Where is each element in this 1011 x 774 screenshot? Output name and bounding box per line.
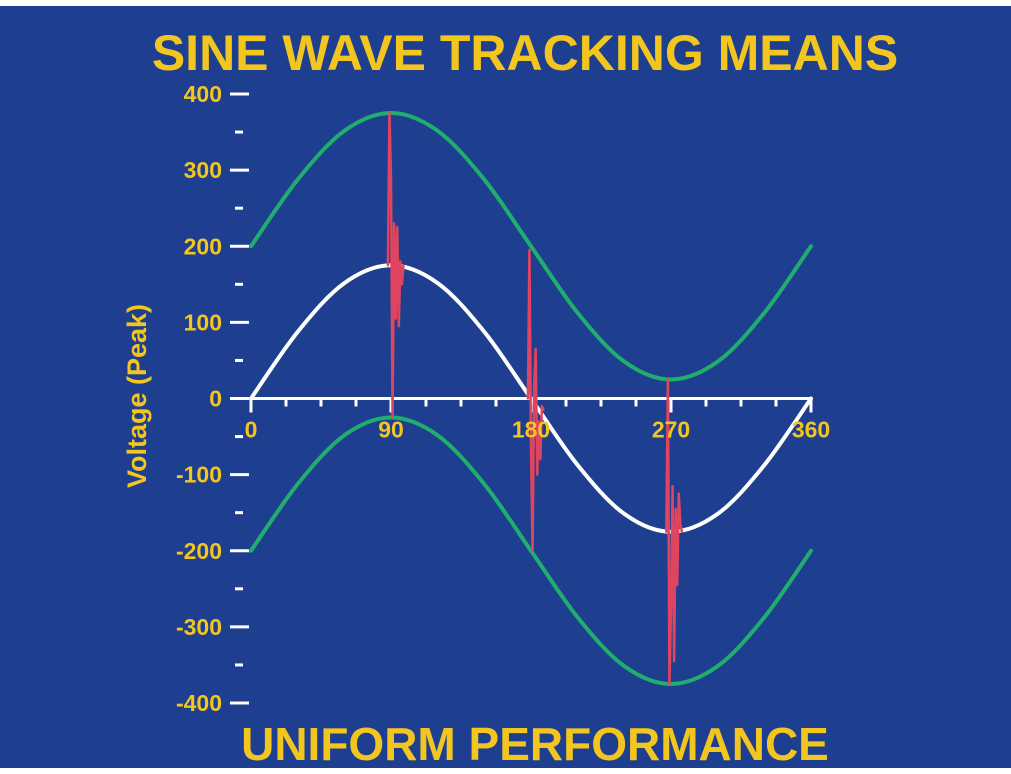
x-tick-label: 270: [652, 417, 690, 443]
y-tick-label: -100: [176, 462, 222, 488]
chart-subtitle: UNIFORM PERFORMANCE: [241, 718, 829, 768]
y-axis: 400 300 200 100 0 -100 -200 -300 -400: [176, 81, 249, 716]
y-tick-label: 100: [184, 309, 222, 335]
chart-title: SINE WAVE TRACKING MEANS: [152, 25, 898, 81]
y-tick-label: 200: [184, 233, 222, 259]
upper-envelope-line: [249, 111, 813, 382]
x-tick-label: 90: [378, 417, 404, 443]
y-tick-label: -400: [176, 690, 222, 716]
plot-series: [249, 111, 813, 686]
sine-tracking-chart: SINE WAVE TRACKING MEANS UNIFORM PERFORM…: [0, 6, 1011, 768]
transient-90-line: [386, 111, 405, 419]
y-tick-label: -300: [176, 614, 222, 640]
y-tick-label: 400: [184, 81, 222, 107]
x-tick-label: 180: [512, 417, 550, 443]
y-axis-label: Voltage (Peak): [122, 304, 152, 488]
lower-envelope-line: [249, 415, 813, 686]
y-tick-label: 0: [209, 386, 222, 412]
chart-background: [0, 6, 1011, 768]
transient-180-line: [526, 248, 545, 552]
chart-slide: SINE WAVE TRACKING MEANS UNIFORM PERFORM…: [0, 6, 1011, 768]
y-tick-label: -200: [176, 538, 222, 564]
x-tick-label: 0: [245, 417, 258, 443]
transient-270-line: [665, 378, 684, 686]
x-tick-label: 360: [792, 417, 830, 443]
y-tick-label: 300: [184, 157, 222, 183]
